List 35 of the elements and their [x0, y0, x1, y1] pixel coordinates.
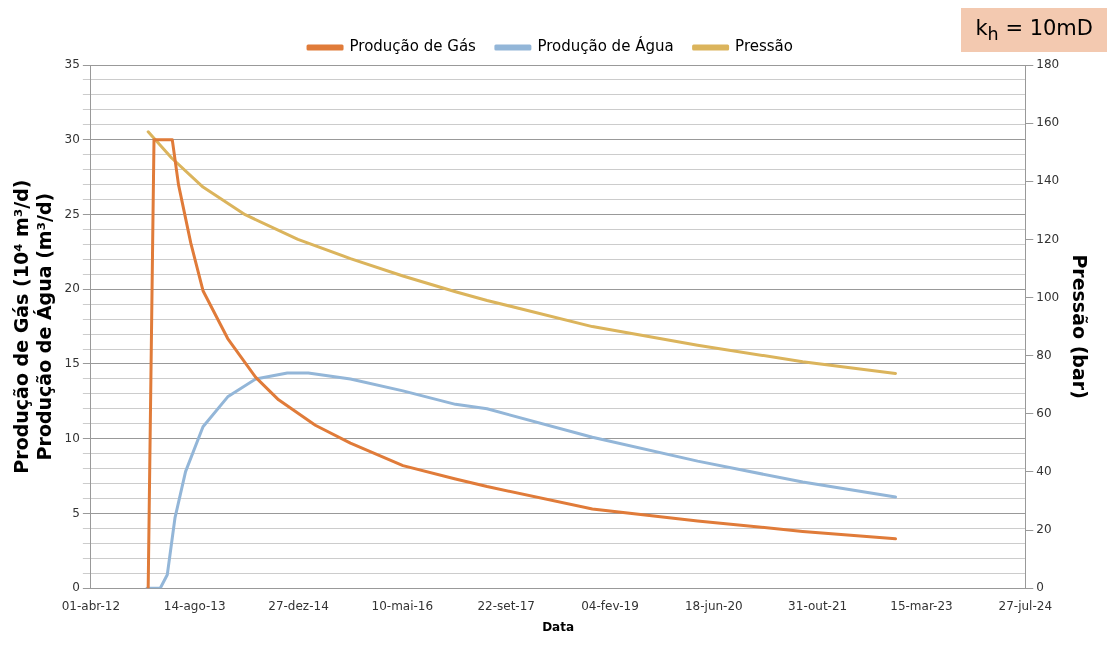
y2-axis-title: Pressão (bar) [1068, 254, 1091, 399]
y-tick-label: 25 [64, 206, 80, 221]
x-tick-label: 31-out-21 [788, 598, 848, 613]
x-tick-label: 18-jun-20 [684, 598, 743, 613]
y-axis-title: Produção de Gás (10⁴ m³/d) Produção de Água (m³/d) [10, 179, 56, 474]
y2-tick-label: 180 [1036, 57, 1060, 72]
y-tick-label: 15 [64, 356, 80, 371]
y2-tick-label: 0 [1036, 580, 1044, 595]
x-tick-label: 27-jul-24 [998, 598, 1053, 613]
y2-tick-label: 20 [1036, 522, 1052, 537]
y-tick-label: 35 [64, 57, 80, 72]
y2-tick-label: 160 [1036, 115, 1060, 130]
y2-tick-label: 60 [1036, 405, 1052, 420]
legend-label: Pressão [735, 37, 793, 56]
y2-tick-label: 120 [1036, 231, 1060, 246]
x-tick-label: 15-mar-23 [890, 598, 953, 613]
legend-label: Produção de Água [537, 36, 674, 56]
x-tick-label: 27-dez-14 [268, 598, 329, 613]
y-tick-label: 10 [64, 430, 80, 445]
x-tick-label: 10-mai-16 [371, 598, 434, 613]
y2-tick-label: 100 [1036, 289, 1060, 304]
x-tick-label: 14-ago-13 [163, 598, 226, 613]
text: k$_{h}$ = 10mD [961, 8, 1107, 53]
y2-tick-label: 140 [1036, 173, 1060, 188]
x-axis-title: Data [542, 619, 575, 634]
x-tick-label: 22-set-17 [477, 598, 535, 613]
y2-tick-label: 40 [1036, 464, 1052, 479]
y-tick-label: 20 [64, 281, 80, 296]
y-tick-label: 30 [64, 131, 80, 146]
y-tick-label: 5 [72, 505, 80, 520]
legend-label: Produção de Gás [349, 37, 477, 56]
y-tick-label: 0 [72, 580, 80, 595]
x-tick-label: 04-fev-19 [581, 598, 639, 613]
y2-tick-label: 80 [1036, 347, 1052, 362]
x-tick-label: 01-abr-12 [61, 598, 121, 613]
